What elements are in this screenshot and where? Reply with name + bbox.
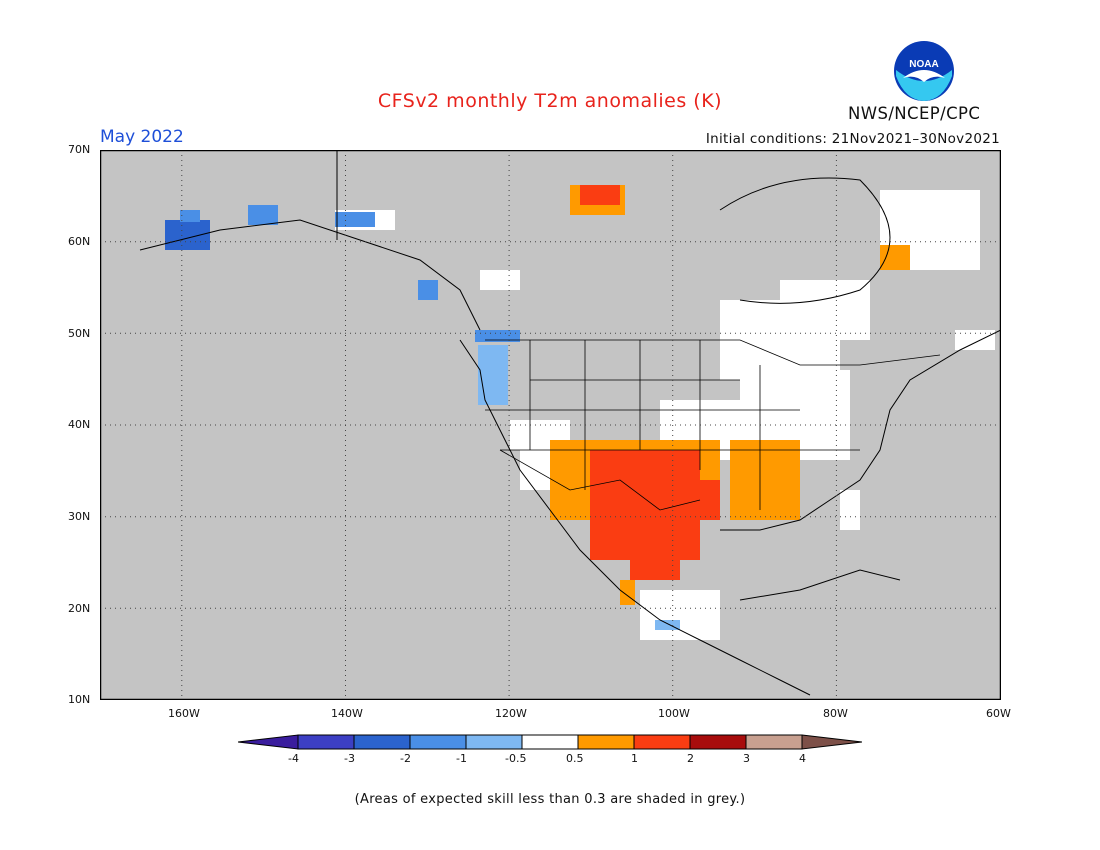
forecast-month: May 2022: [100, 127, 184, 147]
noaa-logo-text: NOAA: [909, 59, 938, 70]
colorbar-label: 4: [799, 752, 806, 765]
colorbar-label: 1: [631, 752, 638, 765]
lat-label-40n: 40N: [68, 418, 91, 431]
cold-anomalies: [165, 205, 680, 630]
colorbar-label: -2: [400, 752, 411, 765]
lat-label-60n: 60N: [68, 235, 91, 248]
graticule: [100, 150, 1001, 700]
anomaly-map: [99, 149, 1002, 704]
lon-label-140w: 140W: [331, 707, 363, 720]
political-borders: [485, 339, 941, 511]
colorbar-low-arrow: [237, 734, 299, 750]
colorbar-label: -1: [456, 752, 467, 765]
colorbar: [237, 734, 863, 754]
colorbar-high-arrow: [801, 734, 863, 750]
lon-label-60w: 60W: [986, 707, 1011, 720]
colorbar-label: 2: [687, 752, 694, 765]
colorbar-label: -3: [344, 752, 355, 765]
colorbar-label: 3: [743, 752, 750, 765]
lat-label-50n: 50N: [68, 327, 91, 340]
lon-label-100w: 100W: [658, 707, 690, 720]
coastlines: [139, 150, 1002, 696]
colorbar-label: -0.5: [505, 752, 527, 765]
colorbar-label: 0.5: [566, 752, 584, 765]
initial-conditions: Initial conditions: 21Nov2021–30Nov2021: [705, 131, 1000, 147]
map-frame: [99, 149, 1002, 701]
lat-label-70n: 70N: [68, 143, 91, 156]
agency-label: NWS/NCEP/CPC: [848, 104, 981, 123]
colorbar-label: -4: [288, 752, 299, 765]
warm-anomalies: [550, 185, 910, 605]
lat-label-20n: 20N: [68, 602, 91, 615]
lat-label-10n: 10N: [68, 693, 91, 706]
noaa-logo-icon: NOAA: [893, 40, 955, 106]
skill-footnote: (Areas of expected skill less than 0.3 a…: [354, 792, 746, 807]
lat-label-30n: 30N: [68, 510, 91, 523]
lon-label-120w: 120W: [495, 707, 527, 720]
lon-label-160w: 160W: [168, 707, 200, 720]
map-title: CFSv2 monthly T2m anomalies (K): [377, 90, 723, 112]
lon-label-80w: 80W: [823, 707, 848, 720]
